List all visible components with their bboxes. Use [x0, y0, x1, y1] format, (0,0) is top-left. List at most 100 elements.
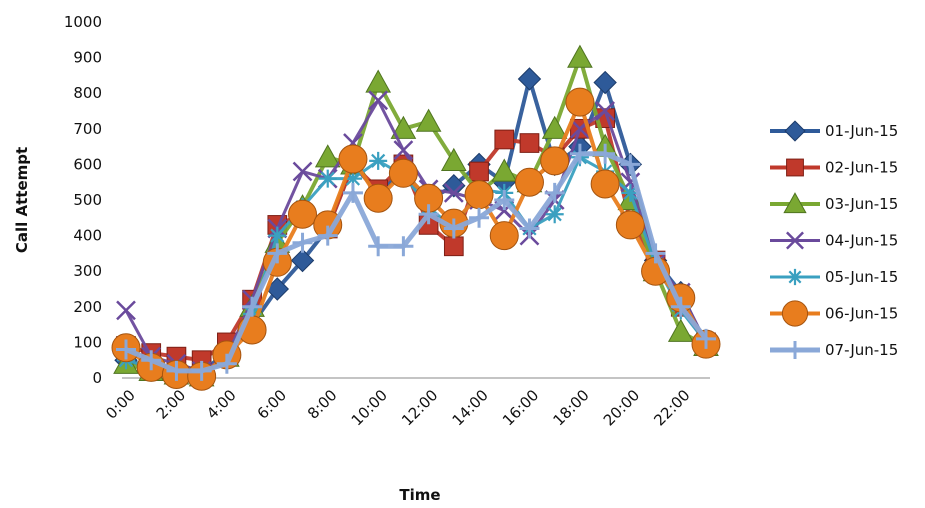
data-point [116, 300, 136, 321]
x-tick-label: 2:00 [153, 386, 190, 423]
data-point [696, 328, 716, 349]
data-point [369, 151, 388, 170]
data-point [595, 143, 616, 164]
y-tick-label: 800 [73, 84, 102, 102]
legend-marker [784, 120, 806, 142]
data-point [317, 225, 338, 246]
data-point [519, 218, 540, 239]
data-point [418, 204, 439, 225]
legend-item: 05-Jun-15 [770, 268, 898, 286]
x-tick-label: 14:00 [449, 386, 492, 429]
y-tick-label: 700 [73, 120, 102, 138]
data-point [621, 183, 640, 202]
data-point [191, 360, 212, 381]
data-point [620, 154, 641, 175]
data-point [268, 226, 287, 245]
legend-marker [786, 268, 804, 286]
legend-item: 06-Jun-15 [770, 300, 898, 327]
series-line [125, 155, 708, 376]
x-tick-label: 0:00 [102, 386, 139, 423]
legend-item: 03-Jun-15 [770, 192, 898, 214]
data-point [390, 115, 417, 139]
data-point [368, 236, 389, 257]
y-tick-label: 1000 [64, 13, 102, 31]
legend-marker [786, 341, 804, 359]
data-point [667, 318, 694, 342]
legend-label: 01-Jun-15 [825, 122, 898, 140]
legend-item: 04-Jun-15 [770, 232, 898, 250]
data-point [469, 161, 489, 182]
data-point [290, 248, 315, 273]
data-point [443, 182, 464, 203]
legend-label: 06-Jun-15 [825, 305, 898, 323]
data-point [443, 218, 464, 239]
data-point [314, 144, 341, 168]
data-point [489, 221, 519, 251]
data-point [342, 182, 363, 203]
x-tick-label: 16:00 [499, 386, 542, 429]
y-axis-ticks: 0 100 200 300 400 500 600 700 800 900 1000 [64, 13, 102, 387]
data-point [292, 161, 313, 182]
data-point [595, 101, 616, 121]
y-tick-label: 0 [92, 369, 102, 387]
data-point [514, 167, 544, 197]
data-point [343, 169, 362, 188]
data-point [440, 147, 467, 171]
data-point [288, 199, 318, 229]
legend-label: 04-Jun-15 [825, 232, 898, 250]
y-tick-label: 500 [73, 191, 102, 209]
data-point [670, 296, 691, 317]
data-point [565, 87, 595, 117]
data-point [166, 360, 187, 381]
data-point [494, 190, 515, 210]
legend-marker [781, 300, 809, 327]
data-point [393, 140, 414, 161]
legend-marker [786, 158, 804, 177]
x-tick-label: 18:00 [549, 386, 592, 429]
data-point [567, 44, 593, 68]
legend-item: 01-Jun-15 [770, 120, 898, 142]
x-tick-label: 20:00 [600, 386, 643, 429]
data-point [590, 169, 620, 199]
data-point [593, 70, 617, 95]
legend-label: 03-Jun-15 [825, 195, 898, 213]
legend-label: 07-Jun-15 [825, 341, 898, 359]
data-point [443, 236, 464, 257]
data-point [545, 205, 564, 224]
y-tick-label: 600 [73, 155, 102, 173]
data-point [365, 69, 392, 93]
data-point [464, 180, 494, 210]
data-point [363, 183, 393, 213]
legend-label: 02-Jun-15 [825, 159, 898, 177]
legend-marker [783, 192, 807, 214]
data-point [569, 143, 590, 164]
data-point [491, 158, 518, 182]
data-point [338, 144, 368, 174]
data-point [393, 236, 414, 257]
data-point [469, 207, 490, 228]
series-06-Jun-15 [111, 87, 721, 391]
x-axis-ticks: 0:00 2:00 4:00 6:00 8:00 10:00 12:00 14:00 16:00… [102, 386, 693, 429]
data-point [242, 296, 263, 317]
legend-item: 07-Jun-15 [770, 341, 898, 359]
data-point [318, 169, 337, 188]
x-tick-label: 12:00 [398, 386, 441, 429]
series-line [124, 98, 708, 373]
x-tick-label: 10:00 [348, 386, 391, 429]
data-point [368, 90, 389, 111]
x-axis-title: Time [399, 486, 440, 504]
legend-marker [786, 231, 804, 250]
data-point [544, 182, 565, 203]
data-point [415, 108, 442, 132]
series-layer [111, 44, 721, 391]
legend: 01-Jun-15 02-Jun-15 03-Jun-15 04-Jun-15 05-J… [770, 120, 898, 359]
data-point [116, 339, 136, 360]
x-tick-label: 4:00 [203, 386, 240, 423]
data-point [494, 129, 515, 150]
data-point [517, 67, 542, 91]
y-tick-label: 900 [73, 49, 102, 67]
x-tick-label: 8:00 [304, 386, 341, 423]
data-point [540, 146, 570, 176]
x-tick-label: 22:00 [650, 386, 693, 429]
